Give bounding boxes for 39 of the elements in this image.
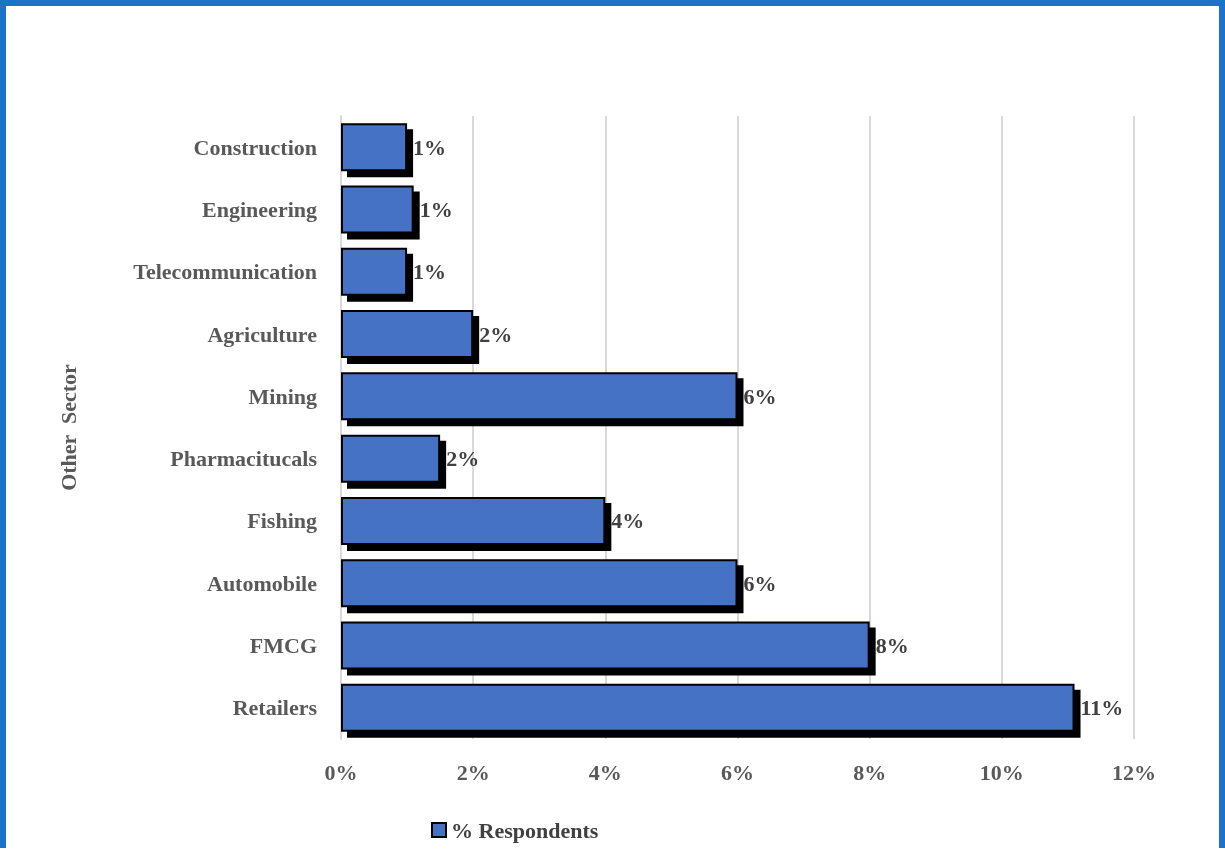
- bar: [341, 621, 870, 670]
- x-tick-label: 6%: [721, 759, 754, 785]
- bar: [341, 559, 738, 608]
- bar: [341, 434, 441, 483]
- data-label: 2%: [446, 446, 480, 472]
- bar: [341, 496, 606, 545]
- data-label: 6%: [743, 570, 777, 596]
- x-tick-label: 8%: [853, 759, 887, 785]
- x-tick-label: 12%: [1112, 759, 1156, 785]
- data-label: 1%: [413, 134, 447, 160]
- y-tick-label: Construction: [193, 134, 317, 160]
- data-label: 1%: [419, 196, 453, 222]
- y-tick-label: Engineering: [202, 196, 317, 222]
- x-tick-label: 4%: [588, 759, 622, 785]
- data-label: 1%: [413, 259, 447, 285]
- x-tick-label: 10%: [979, 759, 1024, 785]
- y-tick-label: FMCG: [249, 633, 317, 659]
- y-axis-title: Other Sector: [55, 363, 81, 491]
- y-tick-label: Automobile: [207, 570, 318, 596]
- y-tick-label: Agriculture: [207, 321, 318, 347]
- bar: [341, 185, 414, 234]
- bar: [341, 683, 1075, 732]
- bar: [341, 310, 474, 359]
- data-label: 6%: [743, 383, 777, 409]
- y-tick-label: Retailers: [232, 695, 318, 721]
- data-label: 8%: [875, 633, 909, 659]
- y-tick-label: Pharmacitucals: [170, 446, 318, 472]
- bar: [341, 247, 408, 296]
- bar: [341, 372, 738, 421]
- y-tick-label: Fishing: [247, 508, 317, 534]
- data-label: 11%: [1080, 695, 1124, 721]
- x-tick-label: 0%: [324, 759, 358, 785]
- x-tick-label: 2%: [456, 759, 490, 785]
- y-tick-label: Telecommunication: [133, 259, 317, 285]
- y-tick-label: Mining: [248, 383, 317, 409]
- legend-label: % Respondents: [451, 817, 599, 843]
- bar: [341, 123, 408, 172]
- data-label: 2%: [479, 321, 513, 347]
- data-label: 4%: [611, 508, 645, 534]
